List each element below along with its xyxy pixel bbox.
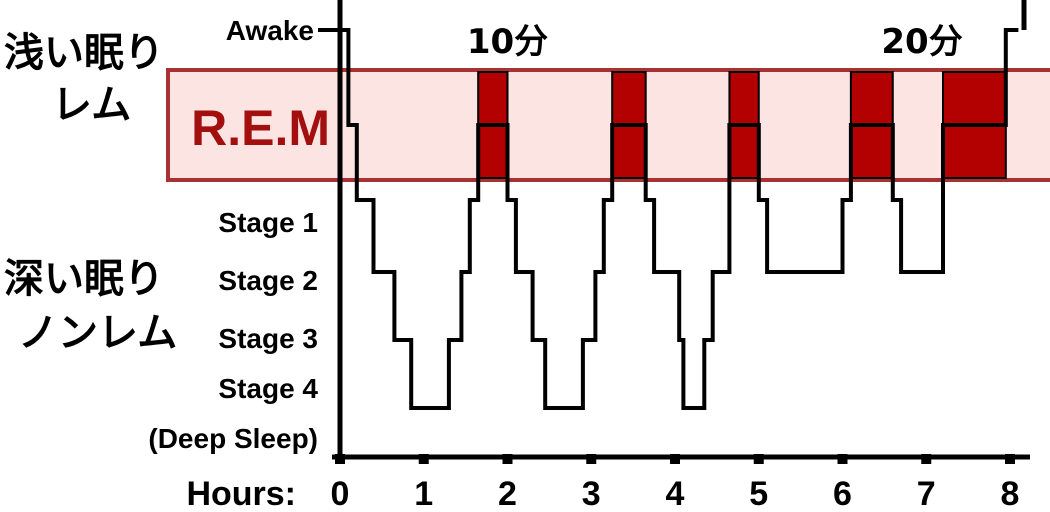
- x-axis-label: Hours:: [186, 475, 296, 512]
- rem-band: [166, 68, 1050, 182]
- x-tick-label-5: 5: [749, 475, 768, 512]
- y-label-rem: R.E.M: [191, 100, 330, 156]
- annotation-2: 20分: [881, 22, 962, 62]
- label-rem-jp: レム: [52, 82, 131, 128]
- x-tick-8: [1005, 454, 1015, 464]
- x-tick-0: [335, 454, 345, 464]
- x-tick-label-8: 8: [1001, 475, 1020, 512]
- label-deep-sleep: 深い眠り: [4, 256, 164, 302]
- axes-layer: [318, 0, 1030, 464]
- rem-band-layer: [166, 68, 1050, 182]
- y-label-s2: Stage 2: [218, 265, 318, 296]
- x-tick-label-2: 2: [498, 475, 517, 512]
- hypnogram-layer: [340, 28, 1019, 410]
- x-tick-5: [753, 454, 764, 464]
- x-tick-6: [837, 454, 848, 464]
- y-label-s4: Stage 4: [218, 373, 318, 404]
- x-tick-label-6: 6: [833, 475, 852, 512]
- x-tick-2: [502, 454, 513, 464]
- annotation-1: 10分: [467, 22, 548, 62]
- hypnogram-line: [340, 28, 1019, 410]
- x-tick-label-1: 1: [414, 475, 433, 512]
- y-label-s4b: (Deep Sleep): [148, 423, 318, 454]
- x-tick-label-3: 3: [582, 475, 601, 512]
- x-tick-label-4: 4: [666, 475, 685, 512]
- x-tick-label-0: 0: [331, 475, 350, 512]
- label-non-rem-jp: ノンレム: [18, 310, 177, 356]
- x-tick-7: [921, 454, 932, 464]
- y-label-awake: Awake: [226, 15, 314, 46]
- y-label-s3: Stage 3: [218, 323, 318, 354]
- y-label-s1: Stage 1: [218, 207, 318, 238]
- x-tick-label-7: 7: [917, 475, 936, 512]
- x-tick-3: [586, 454, 597, 464]
- label-light-sleep: 浅い眠り: [4, 30, 164, 76]
- labels-layer: 0 1 2 3 4 5 6 7 8 Hours: Awake R.E.M Stage 1 Stage 2 S…: [4, 15, 1019, 512]
- x-tick-4: [670, 454, 680, 464]
- x-tick-1: [418, 454, 429, 464]
